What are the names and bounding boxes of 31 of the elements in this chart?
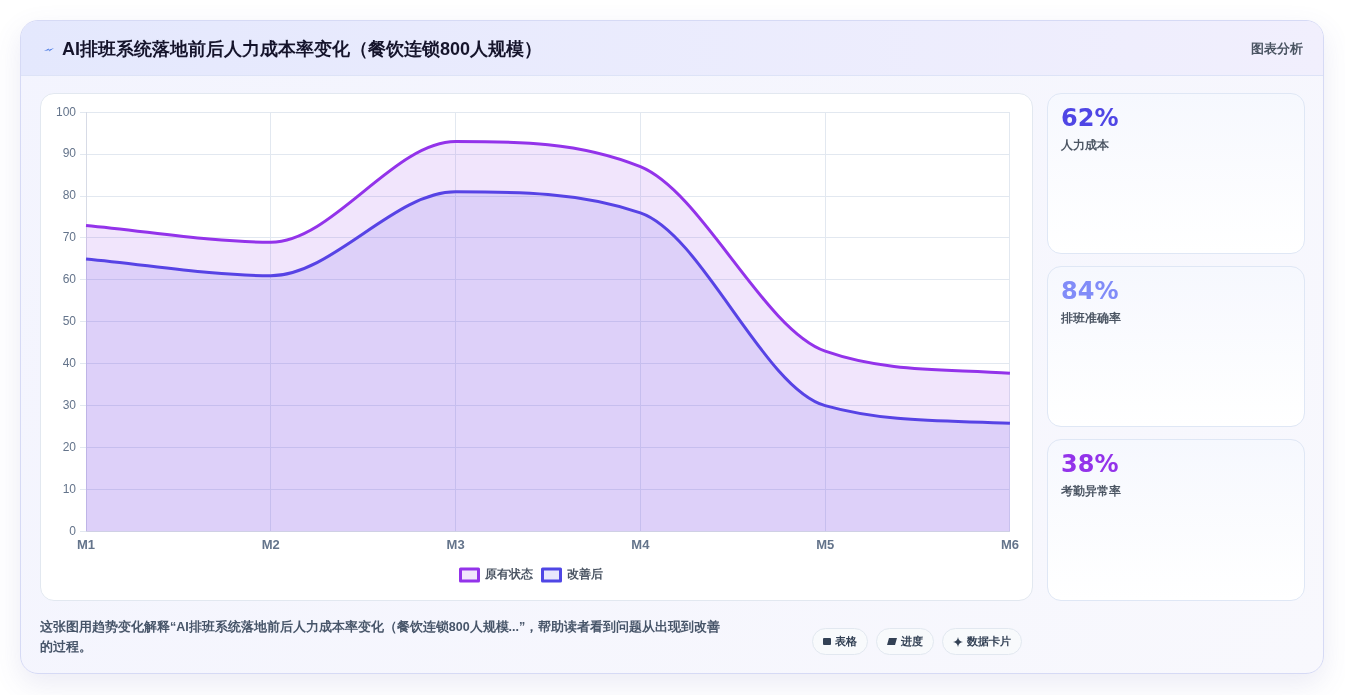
text: 84% — [1061, 277, 1119, 305]
y-tick-label: 20 — [62, 439, 77, 454]
y-tick-label: 0 — [69, 523, 77, 538]
category-label: 排班准确率 — [1061, 311, 1121, 326]
x-tick-label: M5 — [816, 536, 835, 552]
y-tick-label: 40 — [62, 356, 77, 371]
y-tick-label: 90 — [62, 146, 77, 161]
y-tick-label: 80 — [62, 188, 77, 203]
y-tick-label: 10 — [62, 481, 77, 496]
category-label: 考勤异常率 — [1061, 484, 1121, 499]
text: 进度 — [901, 634, 923, 649]
legend-label: 原有状态 — [483, 567, 534, 582]
y-tick-label: 70 — [62, 230, 77, 245]
text: 表格 — [835, 634, 857, 649]
text: 这张图用趋势变化解释“AI排班系统落地前后人力成本率变化（餐饮连锁800人规模...”，帮助读者看到问题从出现到改善的过程。 — [40, 618, 722, 656]
chart-title: AI排班系统落地前后人力成本率变化（餐饮连锁800人规模） — [62, 38, 543, 61]
y-tick-label: 50 — [62, 314, 77, 329]
text: 62% — [1061, 104, 1119, 132]
y-tick-label: 30 — [62, 397, 77, 412]
text: 38% — [1061, 450, 1119, 478]
text: 图表分析 — [1251, 40, 1303, 58]
legend-label: 改善后 — [566, 567, 603, 582]
x-tick-label: M2 — [261, 536, 280, 552]
category-label: 人力成本 — [1061, 138, 1109, 153]
x-tick-label: M1 — [76, 536, 96, 552]
y-tick-label: 100 — [55, 104, 77, 119]
y-tick-label: 60 — [62, 272, 77, 287]
text: 数据卡片 — [967, 634, 1011, 649]
x-tick-label: M3 — [446, 536, 465, 552]
x-tick-label: M4 — [631, 536, 651, 552]
x-tick-label: M6 — [1000, 536, 1019, 552]
